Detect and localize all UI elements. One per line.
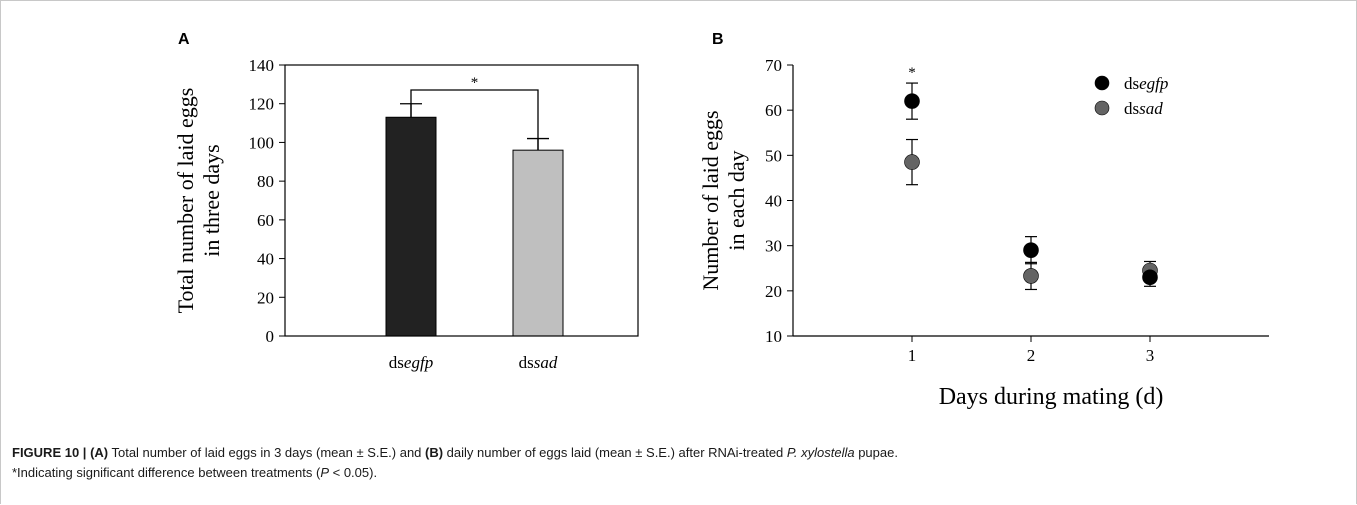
x-tick-label-b-1: 1: [908, 346, 917, 365]
y-tick-label-a-140: 140: [249, 56, 275, 75]
data-point-b-0-0: [904, 93, 920, 109]
caption-species: P. xylostella: [786, 445, 855, 460]
y-tick-label-a-100: 100: [249, 133, 275, 152]
x-tick-label-b-3: 3: [1146, 346, 1155, 365]
y-tick-label-b-20: 20: [765, 282, 782, 301]
panel-label-b: B: [712, 31, 724, 48]
y-tick-label-a-80: 80: [257, 172, 274, 191]
y-tick-label-b-30: 30: [765, 237, 782, 256]
y-tick-label-b-40: 40: [765, 192, 782, 211]
y-axis-label-a-0: Total number of laid eggs: [173, 88, 198, 314]
caption-line-1: FIGURE 10 | (A) Total number of laid egg…: [12, 443, 1342, 463]
caption-line-2: *Indicating significant difference betwe…: [12, 463, 1342, 483]
significance-mark-a: *: [471, 75, 479, 91]
legend-marker-b-1: [1094, 100, 1110, 116]
panel-label-a: A: [178, 31, 190, 48]
y-tick-label-a-20: 20: [257, 288, 274, 307]
data-point-b-0-2: [1142, 269, 1158, 286]
caption-figure-label: FIGURE 10 |: [12, 445, 87, 460]
y-tick-label-a-120: 120: [249, 95, 275, 114]
caption-line2-start: *Indicating significant difference betwe…: [12, 465, 321, 480]
figure-caption: FIGURE 10 | (A) Total number of laid egg…: [12, 443, 1342, 483]
y-tick-label-a-60: 60: [257, 211, 274, 230]
x-tick-label-a-0: dsegfp: [389, 353, 433, 372]
caption-part2: daily number of eggs laid (mean ± S.E.) …: [443, 445, 787, 460]
x-tick-label-a-1: dssad: [519, 353, 558, 372]
x-axis-label-b: Days during mating (d): [939, 384, 1164, 410]
y-tick-label-b-60: 60: [765, 101, 782, 120]
y-tick-label-b-70: 70: [765, 56, 782, 75]
caption-line2-end: < 0.05).: [329, 465, 378, 480]
data-point-b-1-1: [1023, 268, 1039, 284]
bar-a-0: [385, 116, 437, 337]
legend-label-b-0: dsegfp: [1124, 74, 1168, 93]
significance-bracket-a: [410, 89, 539, 151]
y-axis-label-b-0: Number of laid eggs: [698, 110, 723, 290]
plot-frame-a: [284, 64, 639, 337]
significance-mark-b-0: *: [908, 65, 916, 81]
x-tick-label-b-2: 2: [1027, 346, 1036, 365]
y-tick-label-b-50: 50: [765, 146, 782, 165]
caption-part1: Total number of laid eggs in 3 days (mea…: [108, 445, 426, 460]
legend-marker-b-0: [1094, 75, 1110, 91]
y-tick-label-a-40: 40: [257, 250, 274, 269]
y-axis-label-b-1: in each day: [724, 150, 749, 250]
y-tick-label-a-0: 0: [266, 327, 275, 346]
caption-b-ref: (B): [425, 445, 444, 460]
legend-label-b-1: dssad: [1124, 99, 1163, 118]
bar-a-1: [512, 149, 564, 337]
caption-part3: pupae.: [854, 445, 898, 460]
y-axis-label-a-1: in three days: [199, 144, 224, 256]
y-tick-label-b-10: 10: [765, 327, 782, 346]
data-point-b-0-1: [1023, 242, 1039, 258]
caption-a-ref: (A): [90, 445, 109, 460]
data-point-b-1-0: [904, 154, 920, 170]
caption-p-symbol: P: [320, 465, 329, 480]
